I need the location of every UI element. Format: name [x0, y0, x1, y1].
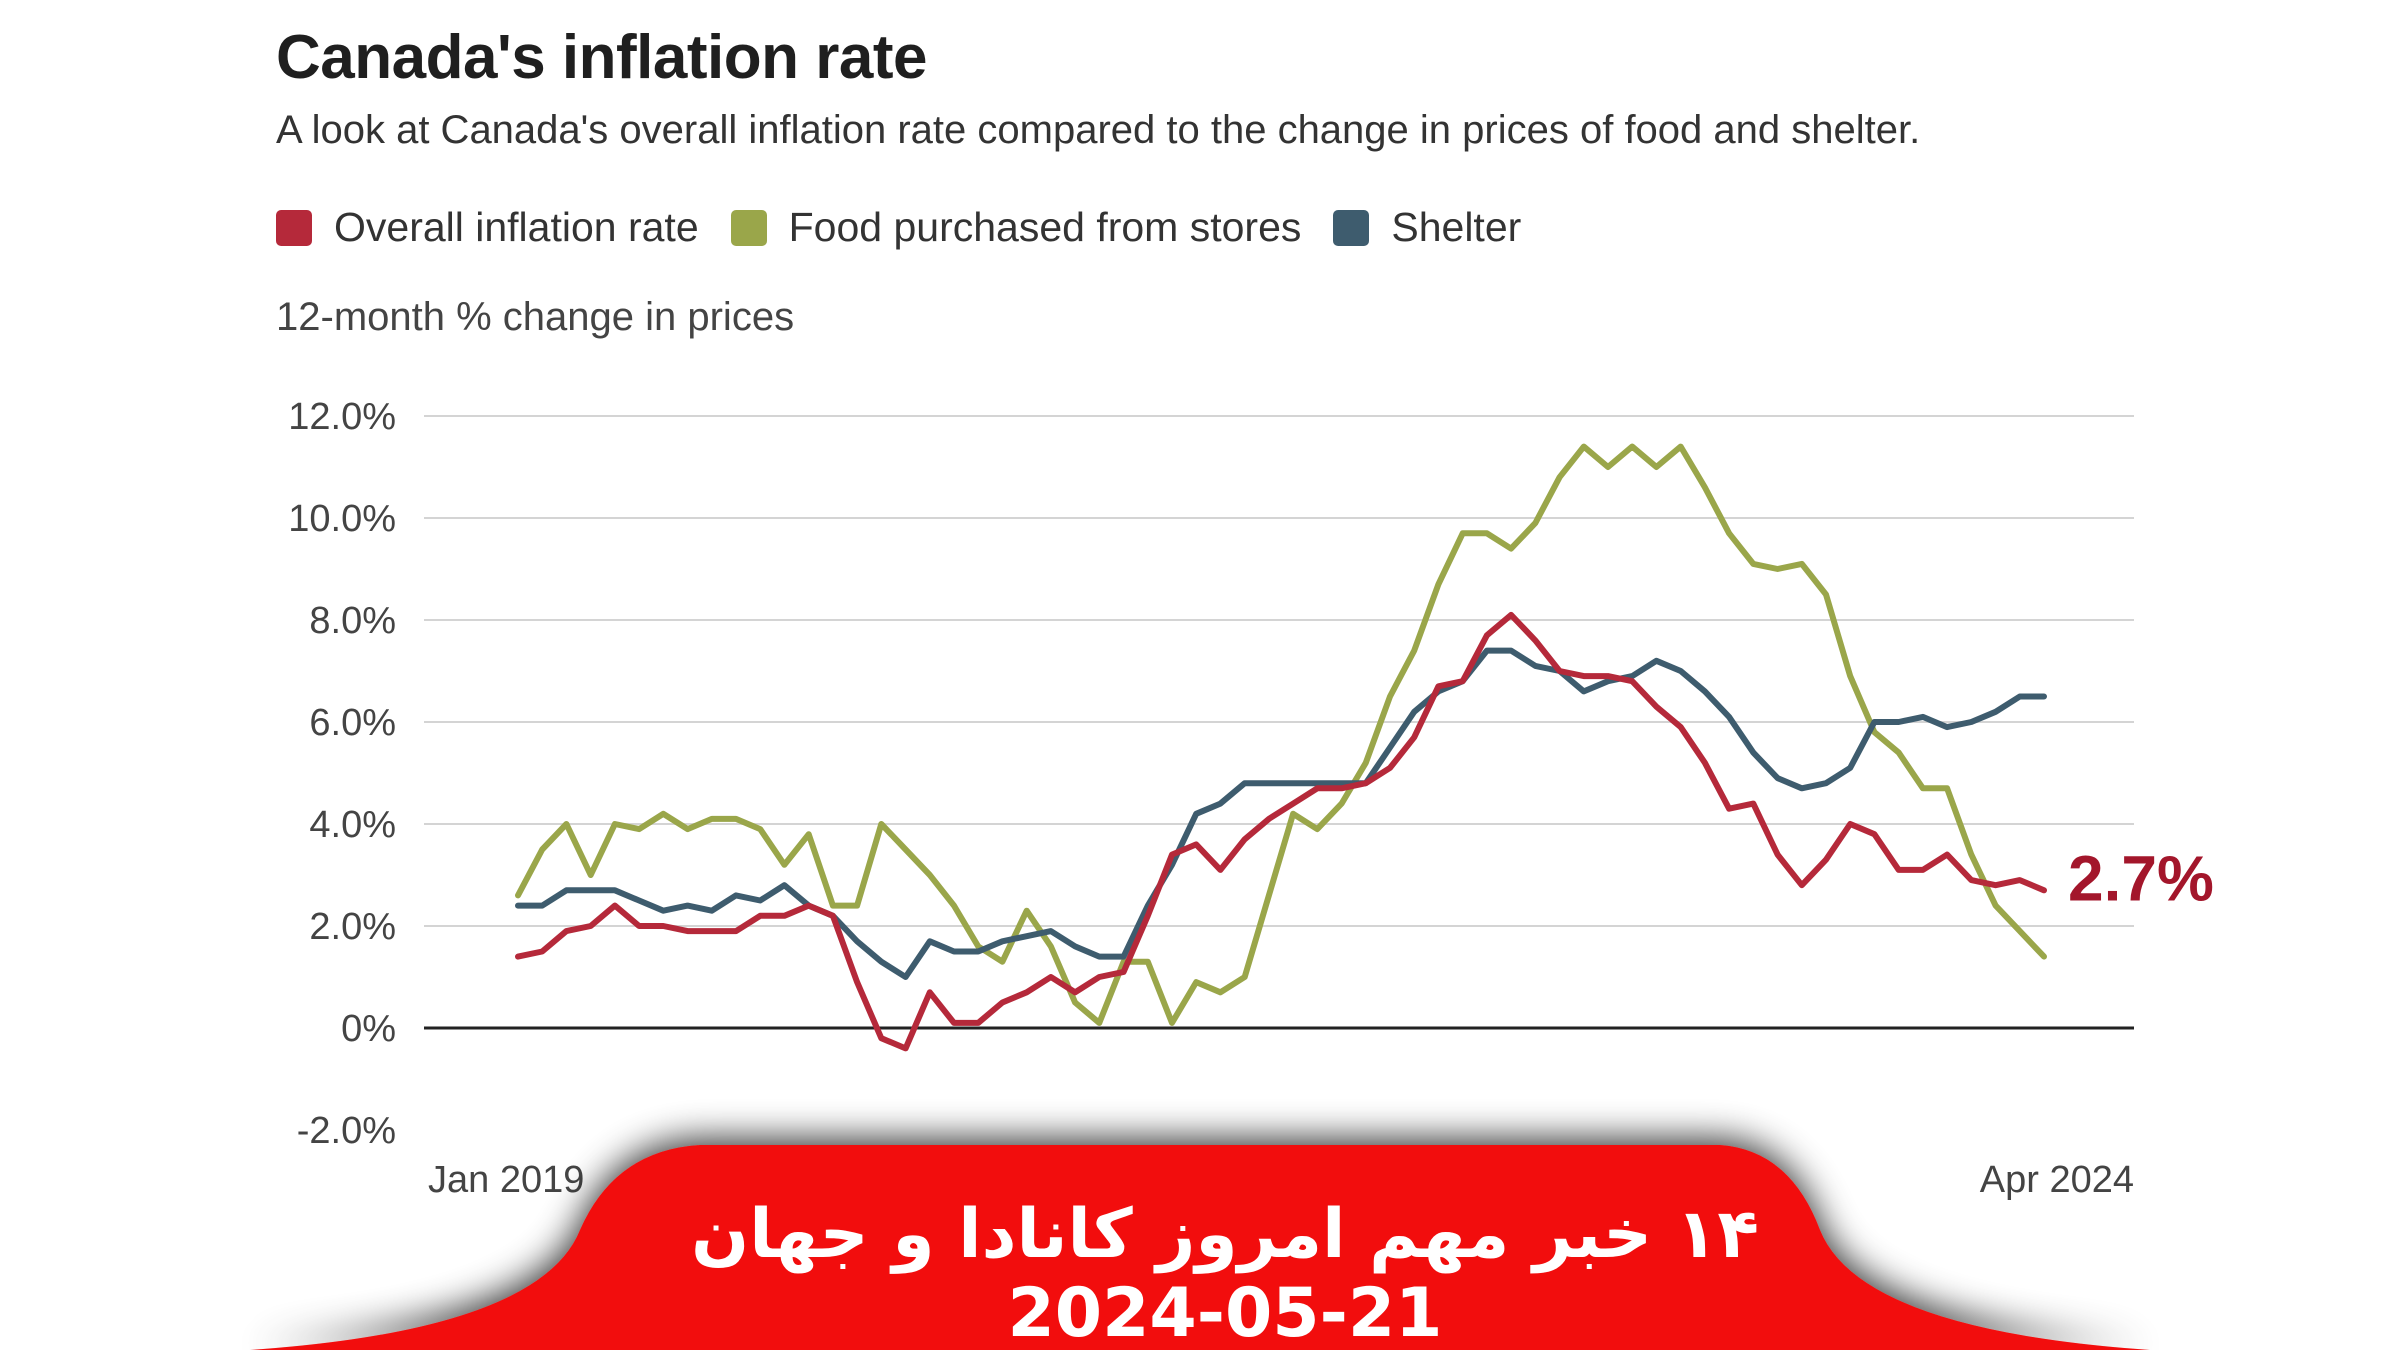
- end-value-annotation: 2.7%: [2068, 842, 2214, 914]
- y-tick-label: 2.0%: [309, 906, 396, 948]
- label-layer: 12.0% 10.0% 8.0% 6.0% 4.0% 2.0% 0% -2.0% Jan 201…: [288, 396, 2214, 1201]
- series-layer: [515, 443, 2047, 1052]
- legend-swatch-shelter: [1333, 209, 1370, 246]
- series-line-shelter: [515, 647, 2047, 980]
- x-tick-label-start: Jan 2019: [428, 1159, 584, 1201]
- grid-layer: [424, 415, 2134, 1030]
- y-tick-label: 12.0%: [288, 396, 396, 438]
- legend-label-food: Food purchased from stores: [788, 204, 1302, 250]
- y-tick-label: 8.0%: [309, 600, 396, 642]
- chart-legend: Overall inflation rate Food purchased fr…: [276, 204, 1553, 251]
- chart-subtitle: A look at Canada's overall inflation rat…: [276, 108, 1921, 152]
- legend-swatch-overall: [276, 209, 312, 246]
- series-line-food: [515, 443, 2047, 1026]
- y-tick-label: 6.0%: [309, 702, 396, 744]
- legend-item-shelter: Shelter: [1333, 204, 1521, 251]
- legend-label-overall: Overall inflation rate: [334, 204, 699, 250]
- y-tick-label: 4.0%: [309, 804, 396, 846]
- legend-swatch-food: [730, 209, 767, 246]
- banner-text: ۱۴ خبر مهم امروز کانادا و جهان 21-05-202…: [691, 1195, 1759, 1353]
- legend-item-food: Food purchased from stores: [730, 204, 1302, 251]
- chart-title: Canada's inflation rate: [276, 23, 927, 92]
- y-tick-label: 0%: [341, 1008, 396, 1050]
- y-axis-label: 12-month % change in prices: [276, 295, 795, 339]
- x-tick-label-end: Apr 2024: [1980, 1159, 2134, 1201]
- legend-item-overall: Overall inflation rate: [276, 204, 699, 251]
- legend-label-shelter: Shelter: [1391, 204, 1522, 250]
- y-tick-label: -2.0%: [297, 1110, 396, 1152]
- series-line-overall: [515, 611, 2047, 1052]
- y-tick-label: 10.0%: [288, 498, 396, 540]
